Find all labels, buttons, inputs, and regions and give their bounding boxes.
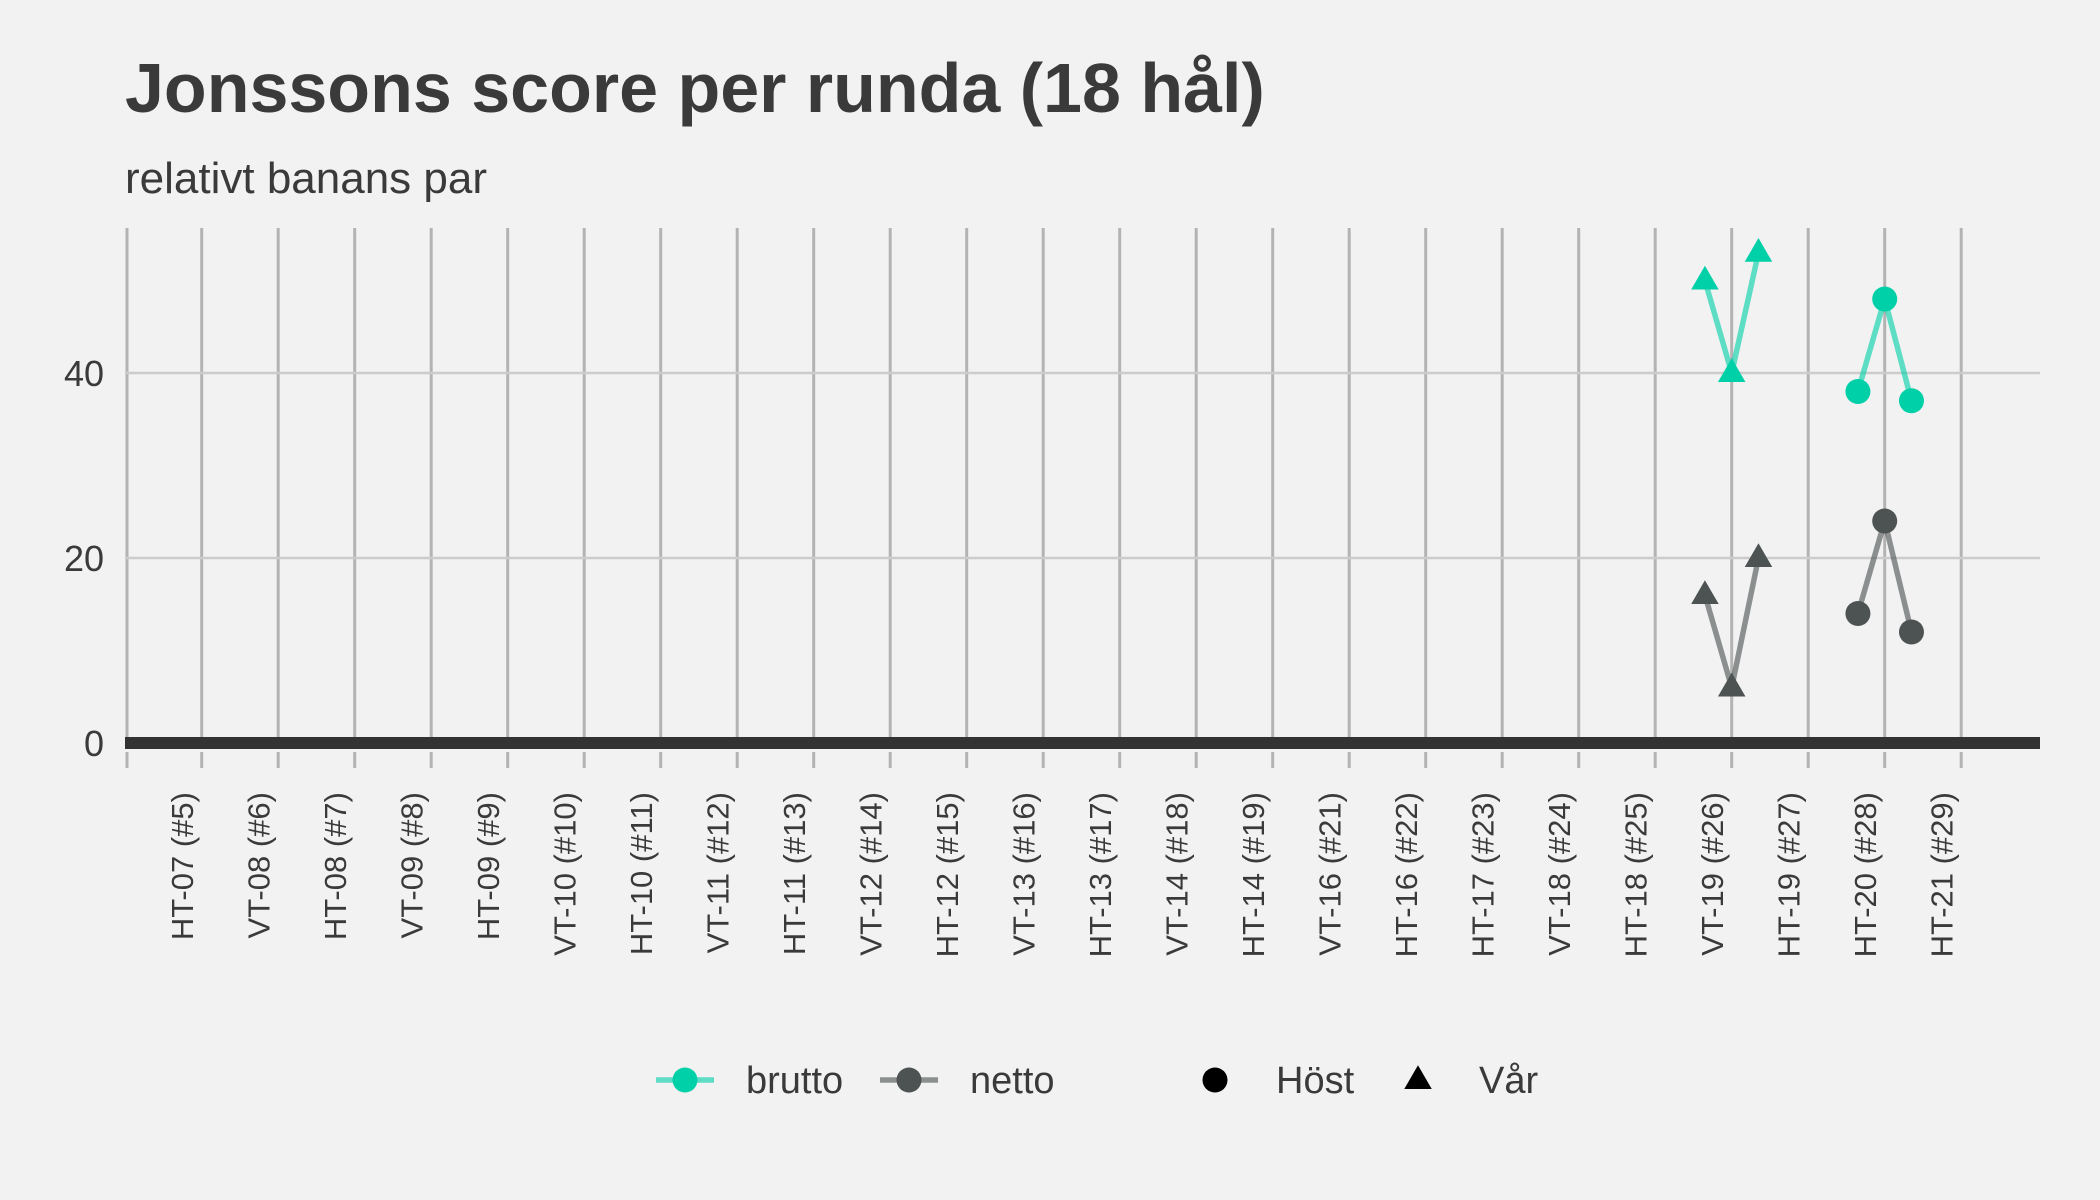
data-point-netto <box>1898 619 1924 645</box>
x-tick-label: VT-10 (#10) <box>547 792 582 956</box>
x-tick-label: HT-08 (#7) <box>318 792 353 940</box>
data-point-netto <box>1744 543 1773 568</box>
x-tick-label: HT-09 (#9) <box>471 792 506 940</box>
data-point-brutto <box>1898 388 1924 414</box>
plot-series <box>1691 238 1924 697</box>
x-tick-label: HT-07 (#5) <box>165 792 200 940</box>
data-point-netto <box>1691 580 1719 605</box>
legend-key-shape <box>1404 1065 1432 1090</box>
data-point-brutto <box>1845 379 1871 404</box>
x-tick-label: VT-16 (#21) <box>1312 792 1347 956</box>
y-tick-label: 40 <box>64 353 104 394</box>
data-point-netto <box>1717 672 1746 697</box>
legend-label-shape: Höst <box>1276 1060 1355 1102</box>
x-tick-label: VT-14 (#18) <box>1159 792 1194 956</box>
plot-grid <box>125 228 2040 768</box>
data-point-brutto <box>1717 358 1746 383</box>
data-point-netto <box>1845 601 1871 626</box>
x-tick-label: HT-17 (#23) <box>1465 792 1500 957</box>
y-tick-label: 0 <box>84 723 104 764</box>
x-tick-label: HT-19 (#27) <box>1771 792 1806 957</box>
data-point-brutto <box>1744 238 1773 262</box>
x-tick-label: HT-13 (#17) <box>1083 792 1118 957</box>
legend-key-point <box>896 1067 922 1093</box>
x-axis-ticks: HT-07 (#5) VT-08 (#6) HT-08 (#7) VT-09 (#8)… <box>165 792 1959 957</box>
data-point-netto <box>1872 508 1898 534</box>
x-tick-label: VT-11 (#12) <box>700 792 735 953</box>
x-tick-label: VT-12 (#14) <box>853 792 888 956</box>
legend-label-brutto: brutto <box>746 1060 843 1102</box>
legend-label-netto: netto <box>970 1060 1055 1102</box>
x-tick-label: HT-21 (#29) <box>1924 792 1959 957</box>
x-tick-label: HT-14 (#19) <box>1236 792 1271 957</box>
legend-label-shape: Vår <box>1479 1060 1538 1102</box>
x-tick-label: HT-18 (#25) <box>1618 792 1653 957</box>
data-point-brutto <box>1691 265 1719 290</box>
x-tick-label: HT-11 (#13) <box>777 792 812 955</box>
x-tick-label: VT-13 (#16) <box>1006 792 1041 956</box>
x-tick-label: VT-18 (#24) <box>1542 792 1577 956</box>
legend-key-shape <box>1202 1067 1228 1093</box>
x-tick-label: HT-10 (#11) <box>624 792 659 955</box>
legend: brutto netto Höst Vår <box>656 1060 1538 1102</box>
x-tick-label: VT-09 (#8) <box>394 792 429 938</box>
chart-title: Jonssons score per runda (18 hål) <box>125 49 1265 127</box>
x-tick-label: HT-12 (#15) <box>930 792 965 957</box>
legend-key-point <box>672 1067 698 1093</box>
y-axis-ticks: 0 20 40 <box>64 353 104 764</box>
x-tick-label: HT-20 (#28) <box>1848 792 1883 957</box>
x-tick-label: HT-16 (#22) <box>1389 792 1424 957</box>
x-tick-label: VT-08 (#6) <box>241 792 276 938</box>
x-tick-label: VT-19 (#26) <box>1695 792 1730 956</box>
data-point-brutto <box>1872 286 1898 312</box>
chart-subtitle: relativt banans par <box>125 154 487 203</box>
y-tick-label: 20 <box>64 538 104 579</box>
